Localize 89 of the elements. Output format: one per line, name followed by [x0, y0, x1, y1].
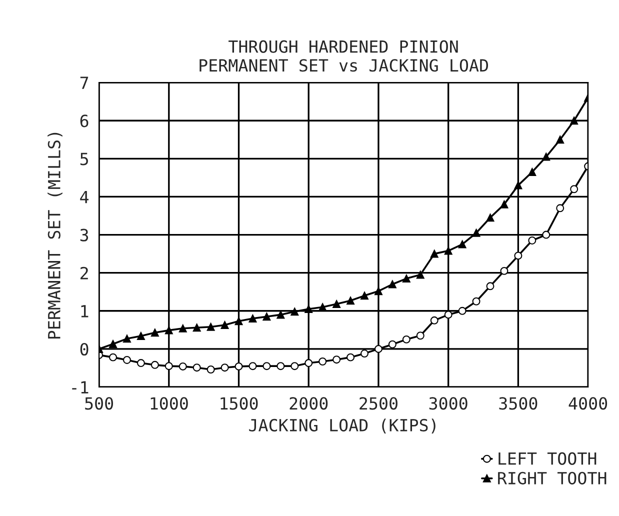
y-tick-label: 2 [80, 266, 88, 280]
point [514, 181, 522, 190]
point [500, 266, 508, 275]
point [542, 152, 550, 161]
point [318, 358, 327, 366]
point [458, 306, 466, 315]
point [528, 168, 536, 176]
point [262, 362, 271, 370]
point [248, 362, 257, 370]
point [276, 310, 285, 319]
x-tick-label: 1500 [220, 397, 258, 410]
y-axis-title: PERMANENT SET (MILLS) [48, 132, 62, 339]
point [290, 308, 299, 316]
point [430, 250, 438, 258]
x-tick-label: 4000 [568, 397, 608, 410]
point [122, 334, 131, 343]
point [164, 326, 173, 334]
point [486, 214, 494, 222]
point [136, 332, 145, 340]
point [388, 280, 396, 288]
point [248, 314, 257, 322]
point [234, 362, 243, 370]
point [192, 364, 201, 372]
point [206, 322, 215, 331]
point [262, 312, 271, 321]
y-tick-label: 5 [80, 152, 88, 166]
point [122, 356, 131, 364]
legend-label: RIGHT TOOTH [498, 472, 606, 484]
point [402, 335, 410, 344]
x-tick-label: 2500 [360, 397, 398, 410]
point [234, 317, 243, 326]
point [556, 136, 564, 144]
point [430, 316, 438, 324]
y-tick-label: -1 [72, 381, 88, 394]
y-tick-label: 1 [81, 305, 88, 318]
point [514, 252, 522, 260]
point [332, 356, 341, 364]
point [360, 292, 368, 300]
point [150, 328, 159, 337]
point [109, 353, 118, 362]
point [178, 324, 187, 332]
point [290, 362, 299, 370]
point [542, 230, 550, 239]
point [416, 332, 424, 340]
point [346, 353, 355, 362]
y-tick-label: 3 [80, 228, 88, 242]
point [360, 350, 368, 358]
point [192, 324, 201, 332]
point [109, 340, 118, 348]
point [276, 362, 285, 370]
point [486, 282, 494, 290]
x-axis-title: JACKING LOAD (KIPS) [249, 418, 436, 434]
y-tick-label: 7 [80, 76, 88, 89]
point [304, 359, 313, 368]
point [346, 296, 355, 305]
point [220, 320, 229, 329]
point [570, 116, 578, 125]
point [416, 270, 424, 279]
x-tick-label: 3000 [429, 397, 468, 410]
point [472, 228, 480, 237]
point [150, 360, 159, 369]
point [528, 236, 536, 244]
point [556, 204, 564, 212]
point [304, 304, 313, 313]
chart-title: THROUGH HARDENED PINION PERMANENT SET vs JACKING LOAD [200, 40, 488, 72]
point [570, 185, 578, 194]
y-tick-label: 6 [80, 114, 88, 128]
point [332, 300, 341, 308]
y-tick-label: 4 [80, 190, 89, 204]
point [444, 246, 452, 255]
point [164, 362, 173, 370]
point [206, 366, 215, 374]
point [374, 287, 382, 296]
x-tick-label: 2000 [290, 397, 328, 410]
x-tick-label: 500 [85, 397, 114, 410]
x-tick-label: 1000 [150, 397, 188, 410]
point [388, 340, 396, 348]
x-tick-label: 3500 [499, 397, 538, 410]
point [374, 344, 382, 353]
y-tick-label: 0 [80, 342, 88, 356]
point [178, 362, 187, 370]
point [444, 310, 452, 319]
point [458, 240, 466, 248]
legend-label: LEFT TOOTH [498, 452, 596, 465]
point [472, 297, 480, 306]
point [402, 274, 410, 283]
point [220, 364, 229, 372]
point [136, 359, 145, 368]
point [500, 200, 508, 208]
